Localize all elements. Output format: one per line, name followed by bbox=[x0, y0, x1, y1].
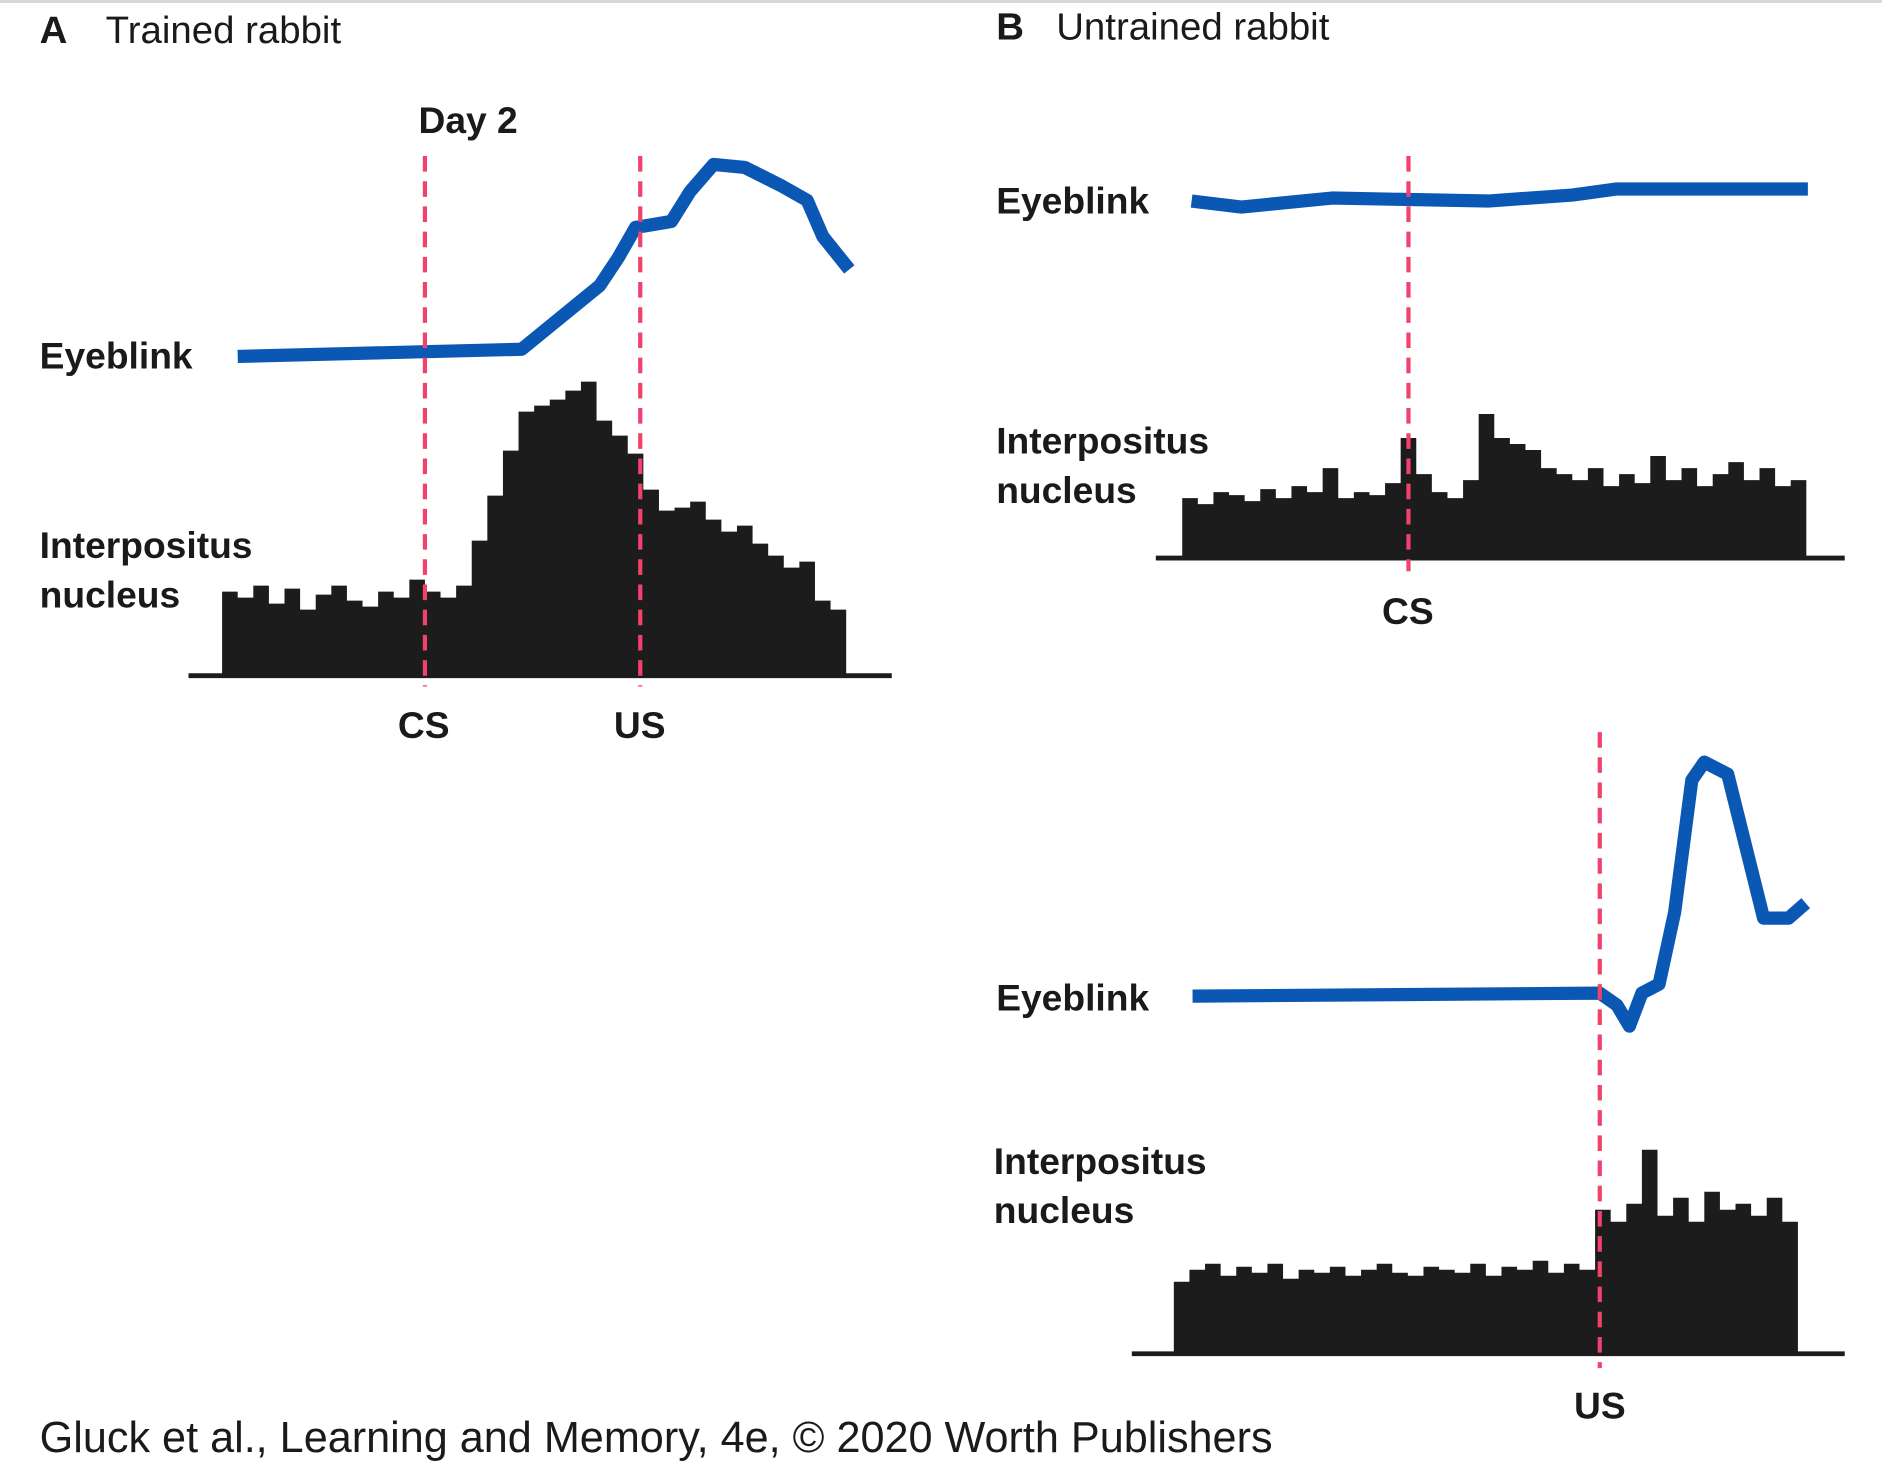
interpositus-histogram bbox=[222, 381, 847, 676]
panel-a-title: Trained rabbit bbox=[106, 9, 342, 52]
panel-a-letter: A bbox=[40, 9, 68, 52]
panel-b-letter: B bbox=[996, 6, 1024, 49]
interpositus-histogram bbox=[1173, 1149, 1798, 1354]
eyeblink-trace bbox=[237, 157, 855, 364]
eyeblink-trace bbox=[1190, 182, 1808, 214]
panel-b-title: Untrained rabbit bbox=[1056, 6, 1329, 49]
panel-b-top: B Untrained rabbit Eyeblink Interpositus… bbox=[996, 6, 1845, 632]
panel-a: A Trained rabbit Day 2 Eyeblink Interpos… bbox=[40, 9, 892, 746]
eyeblink-label: Eyeblink bbox=[40, 334, 193, 376]
us-label: US bbox=[614, 704, 666, 746]
eyeblink-label: Eyeblink bbox=[996, 977, 1149, 1019]
cs-label: CS bbox=[1382, 590, 1434, 632]
interpositus-histogram bbox=[1182, 414, 1807, 559]
eyeblink-label: Eyeblink bbox=[996, 180, 1149, 222]
day-label: Day 2 bbox=[419, 99, 518, 141]
cs-label: CS bbox=[398, 704, 450, 746]
nucleus-label: nucleus bbox=[994, 1189, 1135, 1231]
eyeblink-trace bbox=[1192, 755, 1811, 1033]
nucleus-label: Interpositus bbox=[40, 524, 253, 566]
top-border bbox=[0, 0, 1882, 3]
nucleus-label: nucleus bbox=[996, 469, 1137, 511]
panel-b-bottom: Eyeblink Interpositus nucleus US bbox=[994, 732, 1845, 1427]
nucleus-label: nucleus bbox=[40, 573, 181, 615]
nucleus-label: Interpositus bbox=[996, 420, 1209, 462]
us-label: US bbox=[1574, 1385, 1626, 1427]
caption: Gluck et al., Learning and Memory, 4e, ©… bbox=[40, 1414, 1273, 1462]
nucleus-label: Interpositus bbox=[994, 1140, 1207, 1182]
